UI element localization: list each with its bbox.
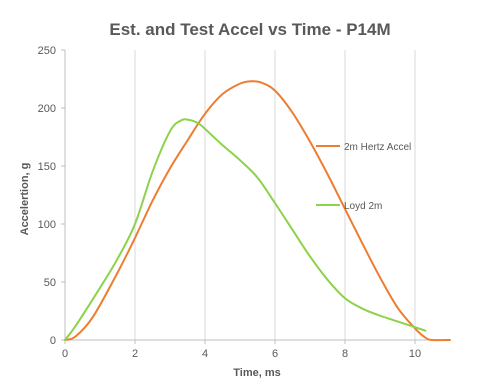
legend: 2m Hertz Accel Loyd 2m	[316, 142, 411, 212]
legend-entry: 2m Hertz Accel	[316, 142, 411, 153]
series-line-hertz-accel-line	[64, 80, 451, 342]
y-axis-title: Accelertion, g	[19, 163, 31, 236]
y-tick-label: 200	[38, 103, 56, 115]
x-axis-title: Time, ms	[233, 367, 281, 379]
axes: 0 50 100 150 200 250 0 2 4 6 8 10	[38, 45, 450, 360]
y-tick-label: 250	[38, 45, 56, 57]
legend-label: Loyd 2m	[344, 201, 382, 212]
chart-title: Est. and Test Accel vs Time - P14M	[109, 20, 390, 39]
x-tick-label: 0	[62, 348, 68, 360]
x-tick-label: 8	[342, 348, 348, 360]
y-tick-label: 150	[38, 161, 56, 173]
y-tick-label: 0	[50, 335, 56, 347]
gridlines	[134, 50, 416, 340]
x-tick-label: 6	[272, 348, 278, 360]
y-tick-label: 100	[38, 219, 56, 231]
series-lines	[64, 80, 451, 342]
series-line-loyd-line	[64, 118, 427, 341]
x-tick-label: 2	[132, 348, 138, 360]
legend-entry: Loyd 2m	[316, 201, 382, 212]
x-tick-label: 4	[202, 348, 208, 360]
y-tick-label: 50	[44, 277, 56, 289]
x-tick-label: 10	[409, 348, 421, 360]
legend-label: 2m Hertz Accel	[344, 142, 411, 153]
